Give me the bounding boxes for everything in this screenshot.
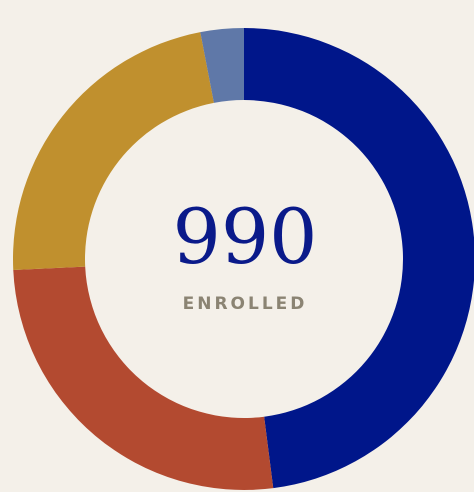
donut-segment bbox=[244, 28, 474, 489]
donut-segment bbox=[12, 32, 214, 270]
segments bbox=[12, 28, 474, 490]
center-value: 990 bbox=[172, 192, 317, 281]
donut-segment bbox=[13, 266, 274, 490]
center-label: ENROLLED bbox=[183, 294, 308, 314]
donut-segment bbox=[200, 28, 244, 103]
